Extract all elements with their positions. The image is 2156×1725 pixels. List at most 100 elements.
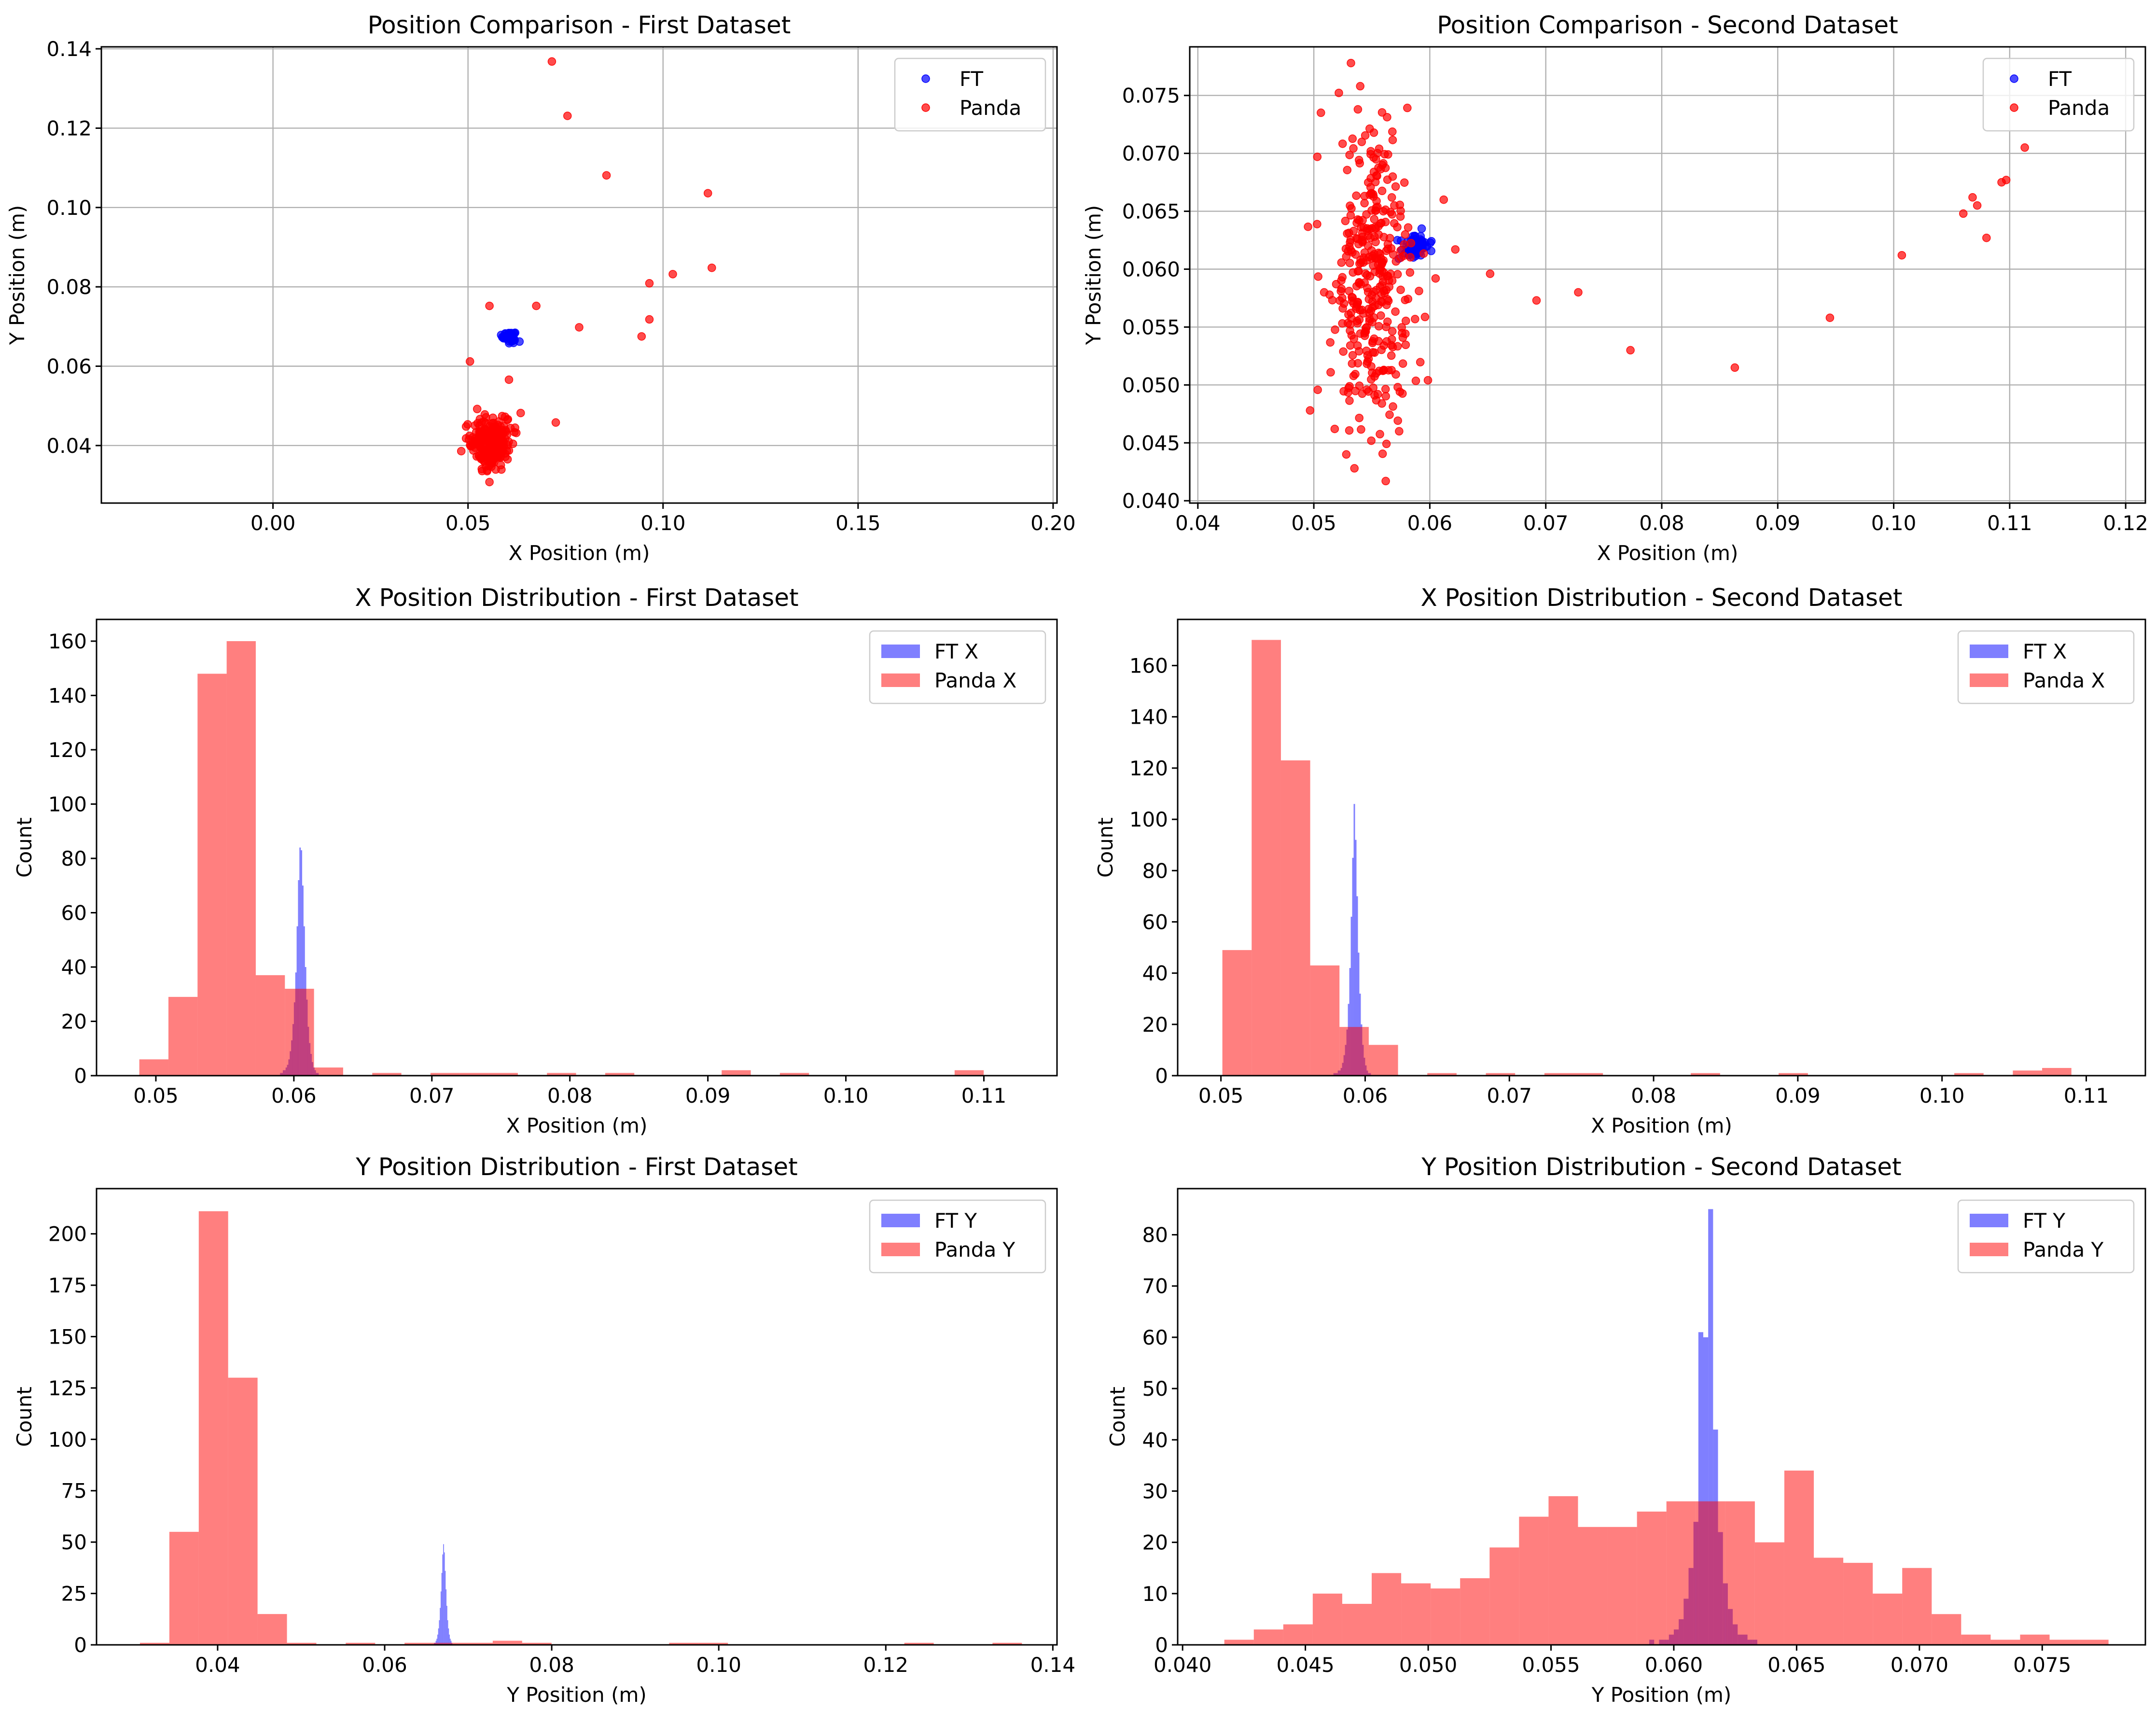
histogram-bar	[1427, 1073, 1457, 1076]
histogram-bar	[226, 641, 256, 1076]
scatter-point	[1359, 258, 1368, 267]
scatter-point	[1379, 159, 1388, 168]
plot-marks	[1304, 58, 2029, 486]
scatter-point	[1532, 296, 1541, 305]
scatter-point	[1317, 108, 1325, 117]
histogram-bar	[1349, 968, 1351, 1076]
scatter-point	[1363, 178, 1373, 187]
scatter-point	[1411, 377, 1420, 385]
scatter-point	[1348, 134, 1357, 143]
histogram-bar	[1350, 916, 1352, 1076]
histogram-bar	[1954, 1073, 1984, 1076]
scatter-point	[1431, 274, 1440, 283]
scatter-point	[480, 410, 489, 419]
histogram-bar	[1339, 1027, 1369, 1076]
scatter-point	[1423, 376, 1433, 385]
legend-swatch	[1970, 1214, 2008, 1227]
chart-title: Y Position Distribution - First Dataset	[355, 1153, 797, 1181]
scatter-point	[1357, 425, 1365, 434]
legend-swatch	[881, 1243, 920, 1256]
x-tick-label: 0.07	[1487, 1084, 1532, 1108]
chart-2: 0.04 0.05 0.06 0.07 0.08 0.09 0.10 0.11 0.120.04…	[1082, 11, 2148, 565]
scatter-point	[547, 57, 556, 66]
x-tick-label: 0.05	[445, 511, 491, 535]
histogram-bar	[1698, 1332, 1704, 1645]
y-axis-label: Count	[1106, 1387, 1129, 1447]
histogram-bar	[1310, 965, 1340, 1076]
histogram-bar	[2049, 1640, 2079, 1645]
histogram-bar	[722, 1070, 751, 1076]
x-tick-label: 0.08	[1631, 1084, 1676, 1108]
scatter-point	[1350, 464, 1359, 473]
scatter-point	[1385, 410, 1394, 419]
scatter-point	[1313, 385, 1322, 394]
histogram-bar	[1431, 1588, 1461, 1645]
scatter-point	[602, 171, 611, 180]
scatter-point	[1358, 232, 1367, 241]
scatter-point	[1375, 144, 1384, 153]
histogram-bar	[168, 996, 198, 1076]
y-tick-label: 10	[1142, 1582, 1168, 1606]
scatter-point	[703, 189, 712, 197]
scatter-point	[1383, 240, 1392, 249]
scatter-point	[1304, 222, 1312, 231]
chart-3: 0.05 0.06 0.07 0.08 0.09 0.10 0.11 0 20 40 60 80 100…	[13, 584, 1058, 1137]
y-tick-label: 25	[61, 1582, 87, 1606]
scatter-point	[492, 444, 501, 453]
scatter-point	[1363, 359, 1371, 368]
scatter-point	[1377, 108, 1387, 117]
scatter-point	[1342, 450, 1351, 459]
axes-frame	[1177, 1188, 2146, 1646]
scatter-point	[1365, 317, 1374, 326]
legend-label: FT X	[934, 640, 978, 663]
scatter-point	[1403, 103, 1412, 112]
scatter-point	[1393, 416, 1402, 425]
scatter-point	[1439, 195, 1448, 204]
y-tick-label: 50	[61, 1530, 87, 1554]
scatter-point	[1380, 289, 1389, 298]
y-tick-label: 80	[1142, 859, 1168, 883]
histogram-bar	[698, 1642, 728, 1645]
histogram-bar	[1355, 840, 1357, 1076]
y-tick-label: 140	[1129, 705, 1168, 729]
x-tick-label: 0.050	[1399, 1653, 1457, 1677]
plot-marks	[1222, 640, 2072, 1076]
scatter-point	[1416, 358, 1425, 366]
histogram-bar	[459, 1073, 489, 1076]
scatter-point	[1406, 238, 1416, 248]
chart-4: 0.05 0.06 0.07 0.08 0.09 0.10 0.11 0 20 40 60 80 100…	[1094, 584, 2146, 1137]
x-axis-label: Y Position (m)	[506, 1683, 647, 1707]
scatter-point	[1345, 426, 1354, 435]
scatter-point	[1369, 168, 1378, 176]
scatter-point	[1326, 338, 1335, 347]
histogram-bar	[1353, 804, 1355, 1076]
scatter-point	[563, 112, 572, 120]
legend-swatch	[1970, 1243, 2008, 1256]
histogram-bar	[1356, 896, 1358, 1076]
scatter-point	[1341, 244, 1350, 253]
histogram-bar	[447, 1620, 448, 1645]
histogram-bar	[257, 1614, 287, 1645]
scatter-point	[1345, 396, 1354, 405]
legend-item: FT	[921, 67, 983, 91]
scatter-point	[1396, 246, 1405, 255]
histogram-bar	[430, 1073, 460, 1076]
scatter-point	[1388, 136, 1397, 144]
scatter-point	[504, 375, 514, 384]
scatter-point	[1420, 312, 1430, 322]
histogram-bar	[372, 1073, 402, 1076]
scatter-point	[516, 408, 525, 418]
histogram-bar	[1372, 1573, 1402, 1645]
y-tick-label: 60	[1142, 910, 1168, 934]
scatter-point	[1825, 313, 1835, 322]
histogram-bar	[436, 1639, 438, 1645]
scatter-point	[499, 441, 508, 450]
histogram-bar	[1784, 1470, 1814, 1645]
y-tick-label: 0.08	[46, 275, 92, 299]
histogram-bar	[446, 1606, 447, 1645]
chart-1: 0.00 0.05 0.10 0.15 0.20 0.04 0.06 0.08 0.10 0.12…	[5, 11, 1076, 565]
scatter-point	[502, 329, 511, 338]
x-tick-label: 0.12	[2103, 511, 2148, 535]
scatter-point	[1338, 294, 1347, 303]
scatter-point	[1351, 387, 1360, 395]
